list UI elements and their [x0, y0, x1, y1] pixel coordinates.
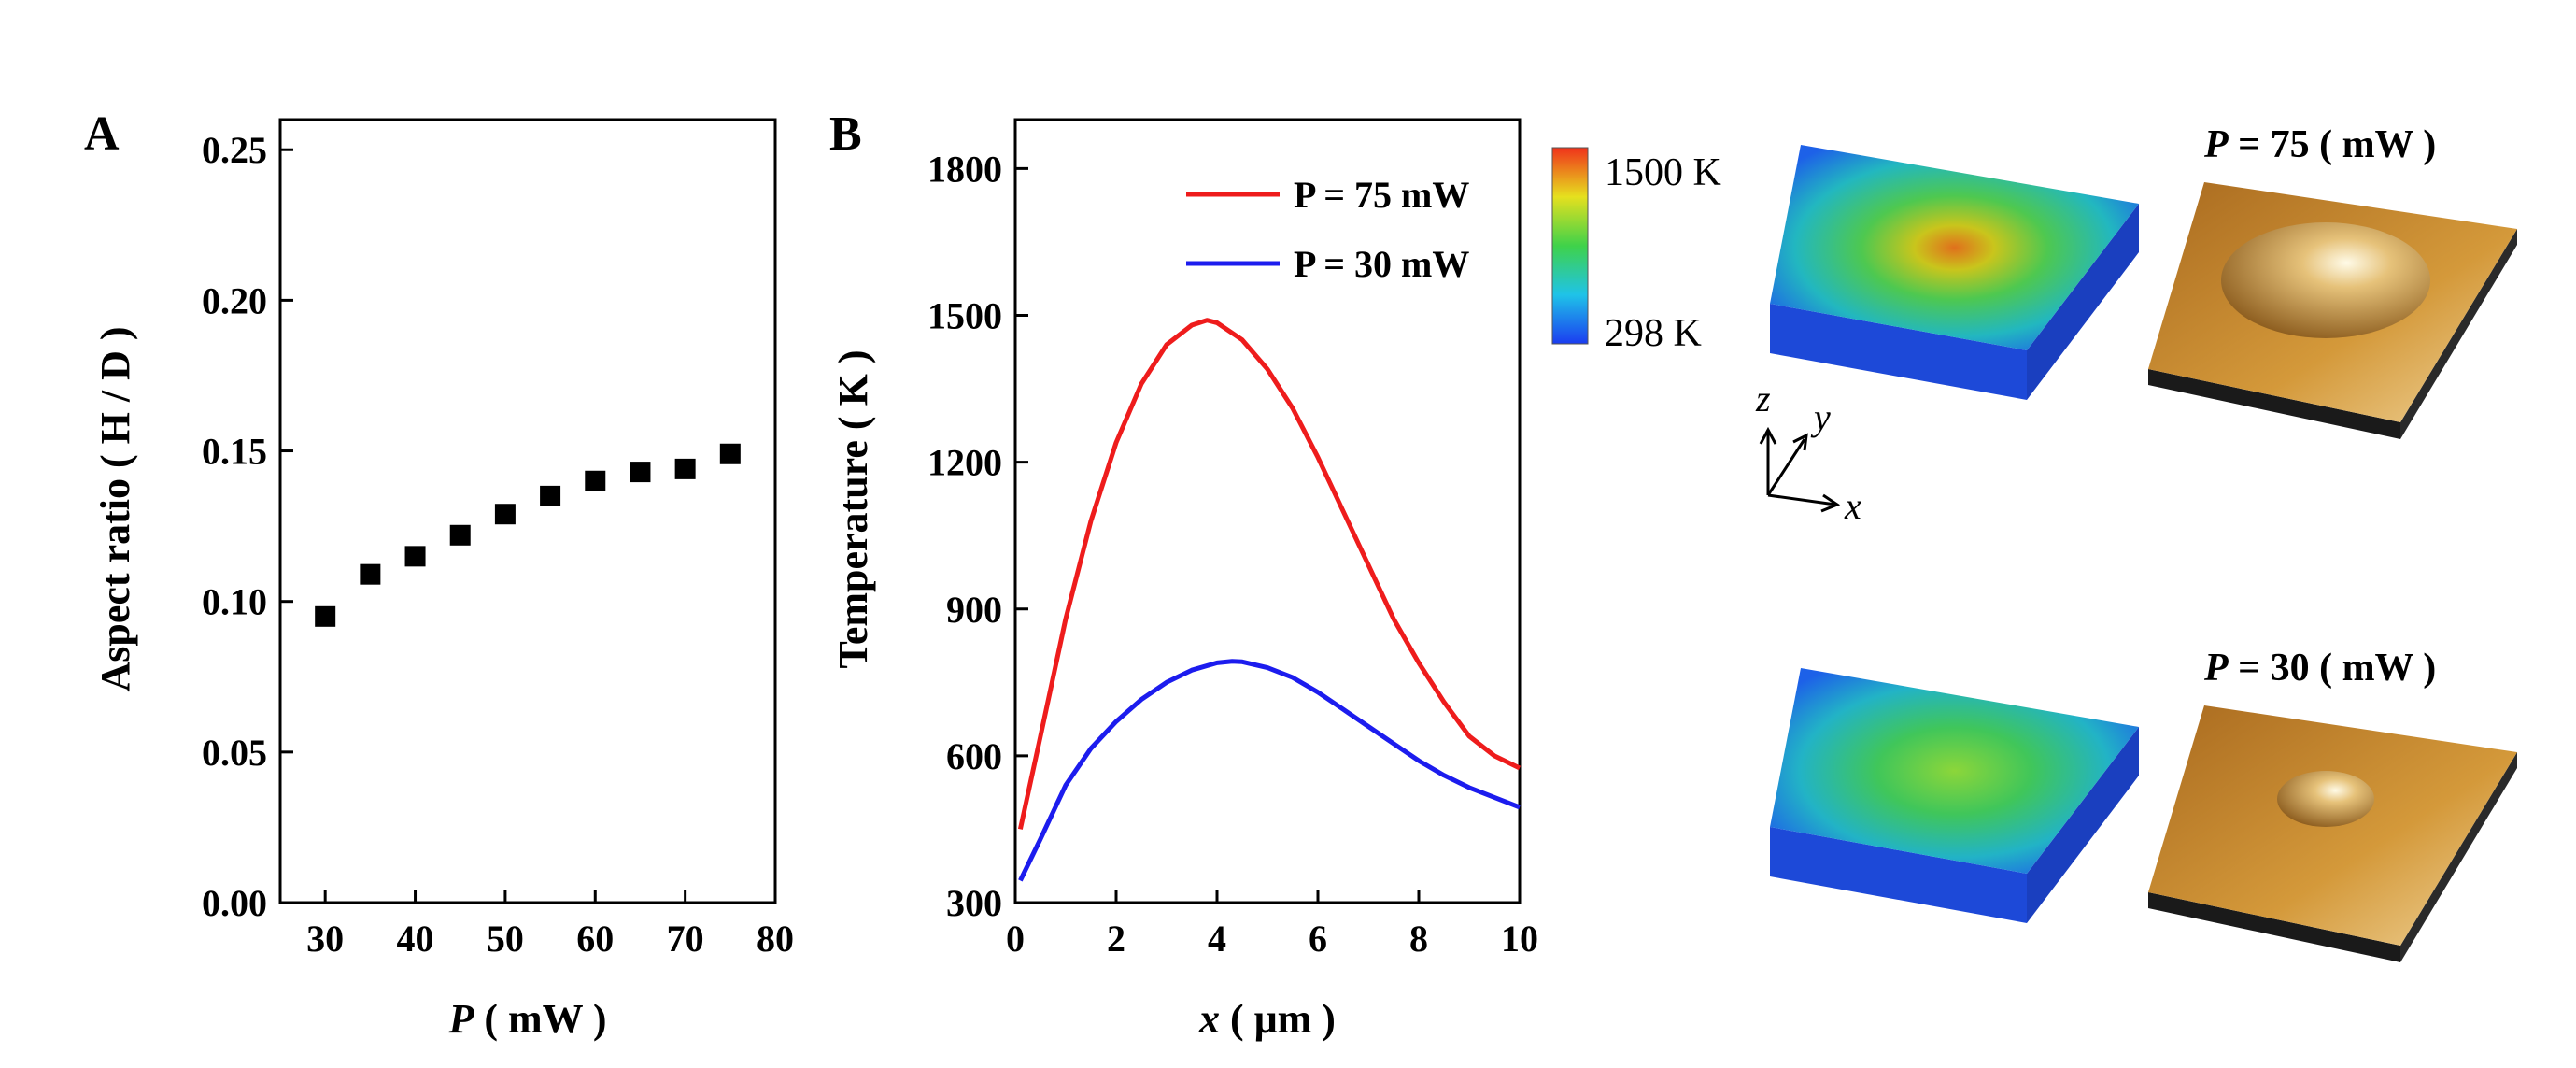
triad-y-label: y	[1810, 396, 1831, 438]
slab-right-face	[2027, 204, 2139, 400]
series-line-p30	[1018, 659, 1521, 882]
panel-a-x-tick-label: 70	[667, 918, 704, 960]
temperature-render-30mw	[1770, 668, 2139, 923]
panel-b-x-tick-label: 2	[1107, 918, 1125, 960]
panel-b-y-tick-label: 300	[946, 882, 1002, 924]
panel-b-y-tick-label: 1200	[927, 442, 1002, 484]
render-title-75mw: P = 75 ( mW )	[2203, 123, 2436, 166]
panel-b-x-tick-label: 10	[1501, 918, 1538, 960]
panel-a-data-point	[630, 462, 651, 483]
panel-b-legend: P = 75 mW P = 30 mW	[1186, 174, 1469, 285]
panel-a-data-point	[674, 458, 696, 479]
panel-a-x-axis-title: P ( mW )	[447, 996, 606, 1042]
slab-right-face-30	[2027, 727, 2139, 923]
panel-b-y-tick-label: 900	[946, 589, 1002, 631]
render-title-30mw-var: P	[2203, 647, 2229, 690]
panel-b-x-tick-label: 8	[1409, 918, 1428, 960]
temperature-colorbar: 1500 K 298 K	[1551, 147, 1721, 355]
panel-b-x-unit: ( μm )	[1220, 996, 1336, 1042]
gold-slab-right-30	[2400, 752, 2517, 962]
render-title-30mw-rest: = 30 ( mW )	[2229, 647, 2437, 690]
triad-y-arrowhead	[1792, 433, 1808, 451]
panel-b-ticks: 0 2 4 6 8 10 300 600 900 1200 1500 1800	[927, 148, 1538, 960]
panel-b-x-axis-title: x ( μm )	[1198, 996, 1336, 1042]
panel-b-y-tick-label: 1800	[927, 148, 1002, 190]
slab-top-face-30	[1770, 668, 2139, 874]
panel-a-x-tick-label: 30	[306, 918, 344, 960]
panel-a-x-tick-label: 40	[397, 918, 434, 960]
panel-a-x-tick-label: 80	[757, 918, 794, 960]
panel-b-x-var: x	[1198, 996, 1220, 1042]
panel-a-y-tick-label: 0.20	[202, 279, 267, 321]
panel-b-series-lines	[1017, 318, 1522, 882]
panel-a-plot-frame	[278, 118, 777, 904]
legend-label-p30: P = 30 mW	[1294, 243, 1469, 285]
surface-render-30mw: P = 30 ( mW )	[2148, 647, 2517, 962]
panel-a-aspect-ratio-chart: A 30 40 50 60 70 80 0.00 0.05 0.10 0.15 0.20 0.25 A…	[84, 107, 794, 1042]
panel-b-x-tick-label: 4	[1208, 918, 1226, 960]
triad-x-label: x	[1844, 485, 1861, 527]
triad-x-arrowhead	[1820, 493, 1841, 513]
panel-a-data-points	[315, 443, 741, 627]
colorbar-min-label: 298 K	[1605, 312, 1702, 355]
panel-a-data-point	[494, 504, 516, 525]
gold-slab-front	[2148, 369, 2400, 439]
panel-b-label: B	[829, 107, 862, 161]
panel-a-data-point	[404, 546, 426, 567]
render-title-30mw: P = 30 ( mW )	[2203, 647, 2436, 690]
panel-b-y-axis-title: Temperature ( K )	[830, 350, 876, 669]
render-title-75mw-rest: = 75 ( mW )	[2229, 123, 2437, 166]
gold-dome-75mw	[2221, 222, 2430, 338]
render-title-75mw-var: P	[2203, 123, 2229, 166]
panel-a-y-tick-label: 0.15	[202, 431, 267, 473]
surface-render-75mw: P = 75 ( mW )	[2148, 123, 2517, 439]
slab-top-face	[1770, 145, 2139, 350]
panel-a-x-tick-label: 50	[487, 918, 524, 960]
triad-y-axis	[1766, 438, 1806, 496]
panel-a-x-var: P	[447, 996, 474, 1042]
colorbar-gradient	[1551, 147, 1589, 345]
triad-z-arrowhead	[1759, 426, 1777, 445]
panel-a-data-point	[315, 605, 336, 627]
panel-b-y-tick-label: 1500	[927, 295, 1002, 337]
panel-b-temperature-chart: B 0 2 4 6 8 10 300 600 900 1200 1500 1800 P = 75 mW…	[829, 107, 1538, 1042]
triad-z-label: z	[1755, 377, 1771, 420]
slab-front-face	[1770, 304, 2027, 400]
panel-a-y-tick-label: 0.00	[202, 882, 267, 924]
gold-slab-front-30	[2148, 892, 2400, 962]
slab-front-face-30	[1770, 827, 2027, 923]
panel-a-y-tick-label: 0.25	[202, 129, 267, 171]
panel-a-data-point	[540, 485, 561, 506]
panel-a-y-tick-label: 0.10	[202, 581, 267, 623]
panel-b-plot-frame	[1013, 118, 1522, 904]
panel-b-y-tick-label: 600	[946, 735, 1002, 777]
panel-a-y-axis-title: Aspect ratio ( H / D )	[92, 326, 138, 691]
panel-a-x-tick-label: 60	[576, 918, 614, 960]
gold-dome-30mw	[2277, 771, 2374, 827]
axes-triad	[1759, 426, 1841, 513]
series-line-p75	[1017, 318, 1522, 830]
panel-a-data-point	[585, 470, 606, 491]
panel-a-data-point	[719, 443, 741, 464]
panel-a-data-point	[360, 563, 381, 585]
legend-label-p75: P = 75 mW	[1294, 174, 1469, 216]
panel-a-ticks: 30 40 50 60 70 80 0.00 0.05 0.10 0.15 0.20 0.25	[202, 129, 794, 960]
temperature-render-75mw	[1770, 145, 2139, 400]
panel-a-y-tick-label: 0.05	[202, 732, 267, 774]
panel-a-x-unit: ( mW )	[474, 996, 606, 1042]
panel-a-data-point	[449, 524, 471, 546]
gold-slab-right	[2400, 229, 2517, 439]
panel-b-x-tick-label: 0	[1006, 918, 1025, 960]
panel-b-x-tick-label: 6	[1309, 918, 1327, 960]
panel-a-label: A	[84, 107, 120, 161]
triad-x-axis	[1767, 493, 1836, 506]
colorbar-max-label: 1500 K	[1605, 151, 1721, 194]
